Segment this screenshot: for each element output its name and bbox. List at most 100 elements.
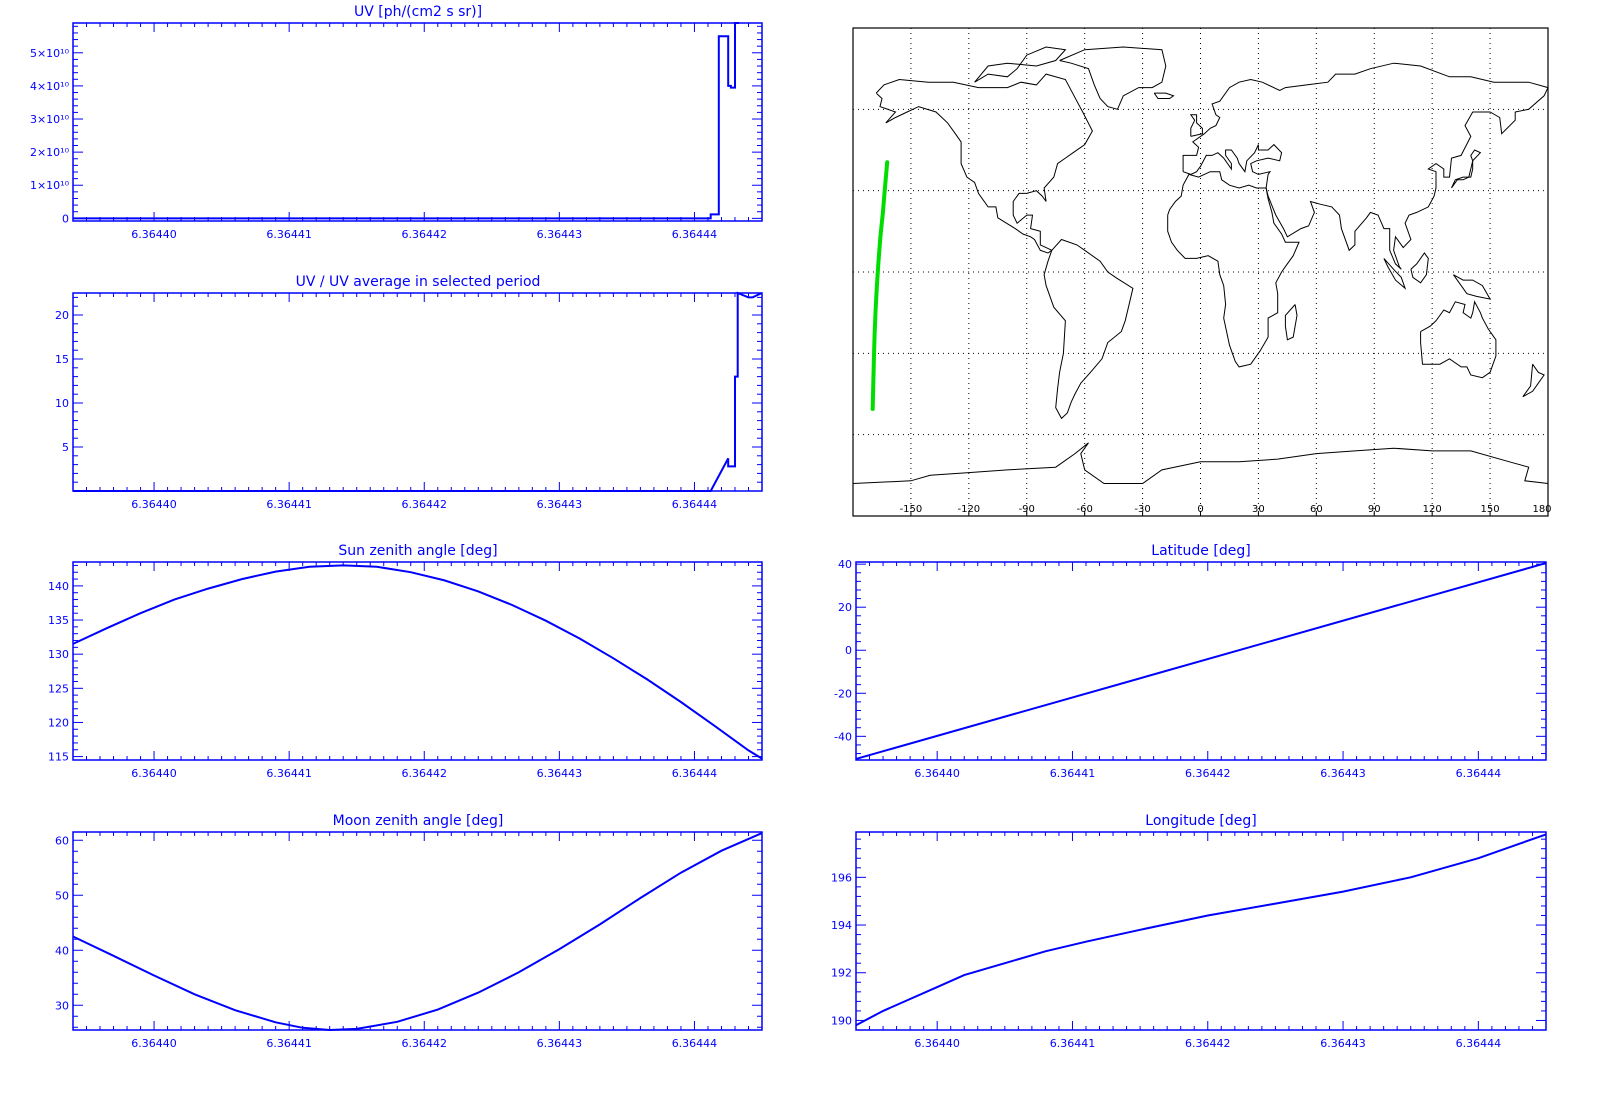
coastline [1284,304,1298,341]
lat-ytick-label: 20 [838,601,852,614]
sun-zenith-panel: Sun zenith angle [deg] 6.36440 6.36441 6.3… [48,543,763,780]
uvratio-xtick-label: 6.36441 [266,498,312,511]
map-xtick-label: 0 [1197,504,1203,515]
coastline [875,73,1093,254]
coastline [1410,252,1429,284]
lat-ytick-label: 40 [838,558,852,571]
map-xtick-label: 150 [1481,504,1500,515]
coastline [852,442,1549,484]
uv-xtick-label: 6.36440 [131,228,177,241]
lon-series-line [855,833,1547,1027]
lon-xtick-label: 6.36441 [1050,1037,1096,1050]
lat-frame [855,561,1547,761]
lon-xtick-label: 6.36444 [1456,1037,1502,1050]
longitude-title: Longitude [deg] [1145,813,1256,829]
coastline [1167,171,1300,368]
uv-ytick-label: 2×10¹⁰ [30,146,70,159]
longitude-panel: Longitude [deg] 6.36440 6.36441 6.36442 6.3… [831,813,1547,1050]
uv-xtick-label: 6.36441 [266,228,312,241]
map-xtick-label: 30 [1252,504,1265,515]
uvratio-ytick-label: 5 [62,441,69,454]
map-xtick-label: 120 [1423,504,1442,515]
sun-series-line [72,564,763,760]
moon-ytick-label: 50 [55,889,69,902]
uv-xtick-label: 6.36444 [672,228,718,241]
uvratio-frame [72,292,763,492]
uv-ytick-label: 0 [62,212,69,225]
uv-ytick-label: 4×10¹⁰ [30,80,70,93]
uvratio-ytick-label: 15 [55,353,69,366]
lat-xtick-label: 6.36443 [1320,767,1366,780]
coastline [1452,274,1492,300]
coastline [1182,62,1549,270]
sun-zenith-title: Sun zenith angle [deg] [338,543,497,559]
sun-xtick-label: 6.36440 [131,767,177,780]
sun-ytick-label: 115 [48,751,69,764]
uvratio-xtick-label: 6.36444 [672,498,718,511]
sun-xtick-label: 6.36442 [402,767,448,780]
moon-frame [72,831,763,1031]
world-map-panel: -150 -120 -90 -60 -30 0 30 60 90 120 150 180 [852,27,1552,517]
uv-ratio-title: UV / UV average in selected period [296,274,541,290]
moon-xtick-label: 6.36440 [131,1037,177,1050]
moon-zenith-title: Moon zenith angle [deg] [333,813,504,829]
lon-ytick-label: 196 [831,871,852,884]
lon-xtick-label: 6.36442 [1185,1037,1231,1050]
uvratio-xtick-label: 6.36443 [537,498,583,511]
map-xtick-label: -120 [957,504,980,515]
lat-xtick-label: 6.36441 [1050,767,1096,780]
lon-ytick-label: 192 [831,967,852,980]
lat-ytick-label: -40 [834,730,852,743]
map-xtick-label: 180 [1532,504,1551,515]
map-xtick-label: -90 [1019,504,1035,515]
uvratio-series-line [73,291,763,492]
lon-xtick-label: 6.36443 [1320,1037,1366,1050]
uv-frame [72,22,763,222]
moon-xtick-label: 6.36443 [537,1037,583,1050]
lat-xtick-label: 6.36440 [914,767,960,780]
moon-xtick-label: 6.36442 [402,1037,448,1050]
uv-xtick-label: 6.36443 [537,228,583,241]
sun-ytick-label: 140 [48,580,69,593]
uv-ytick-label: 1×10¹⁰ [30,179,70,192]
satellite-track [870,160,890,411]
sun-xtick-label: 6.36443 [537,767,583,780]
sun-ytick-label: 120 [48,716,69,729]
coastline [1059,46,1167,110]
map-xtick-label: 60 [1310,504,1323,515]
coastline [1043,238,1134,420]
lon-ytick-label: 194 [831,919,852,932]
uvratio-xtick-label: 6.36442 [402,498,448,511]
lon-frame [855,831,1547,1031]
lon-xtick-label: 6.36440 [914,1037,960,1050]
uv-ratio-panel: UV / UV average in selected period 6.364… [55,274,763,511]
moon-ytick-label: 60 [55,834,69,847]
sun-ytick-label: 135 [48,614,69,627]
moon-series-line [72,832,763,1032]
sun-frame [72,561,763,761]
lat-xtick-label: 6.36444 [1456,767,1502,780]
uvratio-ytick-label: 20 [55,309,69,322]
moon-xtick-label: 6.36444 [672,1037,718,1050]
coastline [1189,114,1203,137]
uv-ytick-label: 5×10¹⁰ [30,47,70,60]
latitude-title: Latitude [deg] [1151,543,1250,559]
map-xtick-label: -30 [1134,504,1150,515]
lat-ytick-label: 0 [845,644,852,657]
lon-ytick-label: 190 [831,1014,852,1027]
map-xtick-label: -150 [900,504,923,515]
map-xtick-label: 90 [1368,504,1381,515]
lat-ytick-label: -20 [834,687,852,700]
uv-title: UV [ph/(cm2 s sr)] [354,4,482,20]
coastline [1153,92,1175,99]
sun-xtick-label: 6.36441 [266,767,312,780]
coastline [1451,149,1482,189]
map-xtick-label: -60 [1076,504,1092,515]
coastline [974,46,1067,83]
uv-series-line [73,22,739,220]
sun-xtick-label: 6.36444 [672,767,718,780]
moon-ytick-label: 30 [55,999,69,1012]
coastline [1420,300,1497,379]
uvratio-ytick-label: 10 [55,397,69,410]
